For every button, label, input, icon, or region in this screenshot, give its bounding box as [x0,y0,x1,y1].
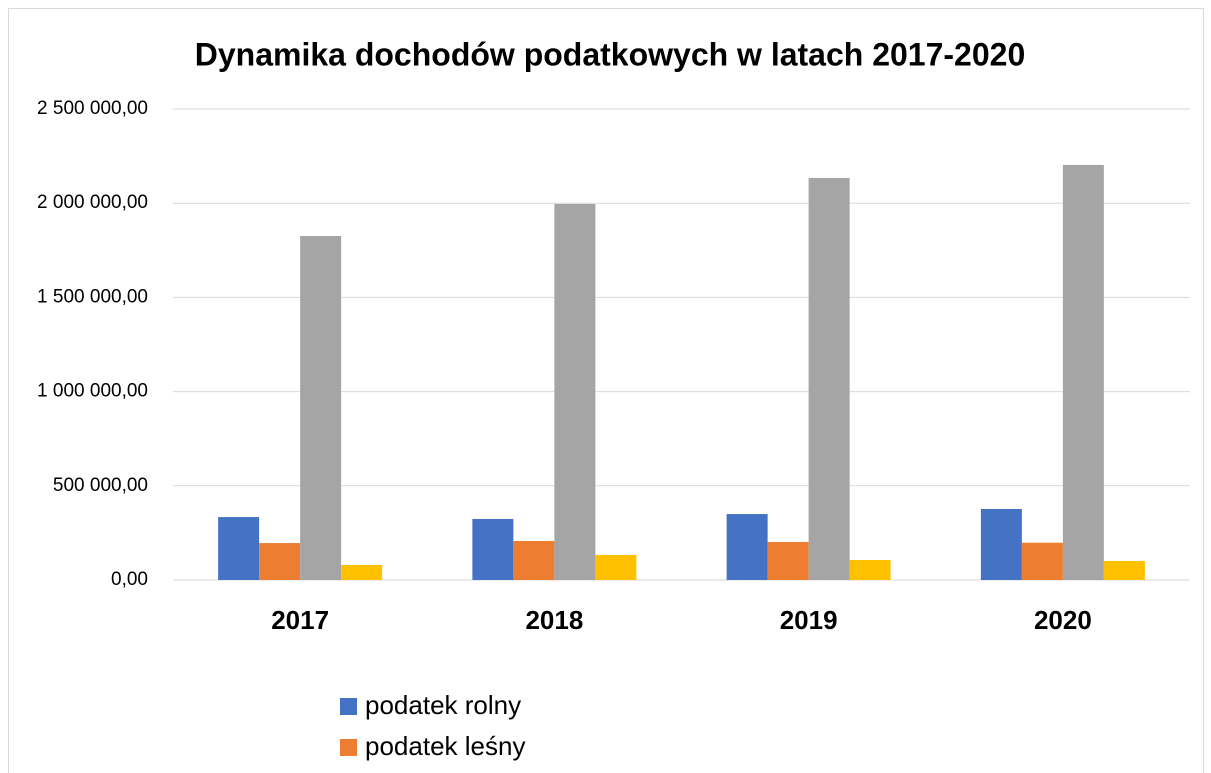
x-tick-label: 2020 [1034,605,1092,635]
bar [554,203,596,580]
y-tick-label: 2 500 000,00 [37,98,148,119]
bar [300,235,342,580]
bar [767,541,809,580]
bar [218,517,260,580]
x-tick-label: 2018 [525,605,583,635]
y-tick-label: 500 000,00 [53,475,148,496]
legend-swatch [340,739,357,756]
y-tick-label: 1 500 000,00 [37,286,148,307]
x-tick-label: 2019 [780,605,838,635]
bar [472,518,514,580]
bar [259,543,301,580]
y-tick-label: 0,00 [111,569,148,590]
legend-swatch [340,698,357,715]
legend-label: podatek leśny [365,731,525,761]
x-tick-label: 2017 [271,605,329,635]
bar [726,514,768,580]
bar [980,508,1022,580]
bar [341,564,383,580]
chart-border [8,8,1204,773]
y-tick-label: 1 000 000,00 [37,381,148,402]
bar [1103,560,1145,580]
bar [808,177,850,580]
bar [513,541,555,580]
chart-title: Dynamika dochodów podatkowych w latach 2… [195,36,1025,72]
bar [849,560,891,580]
bar [1021,542,1063,580]
legend-label: podatek rolny [365,690,521,720]
y-tick-label: 2 000 000,00 [37,192,148,213]
bar [1062,164,1104,580]
bar [595,554,637,580]
